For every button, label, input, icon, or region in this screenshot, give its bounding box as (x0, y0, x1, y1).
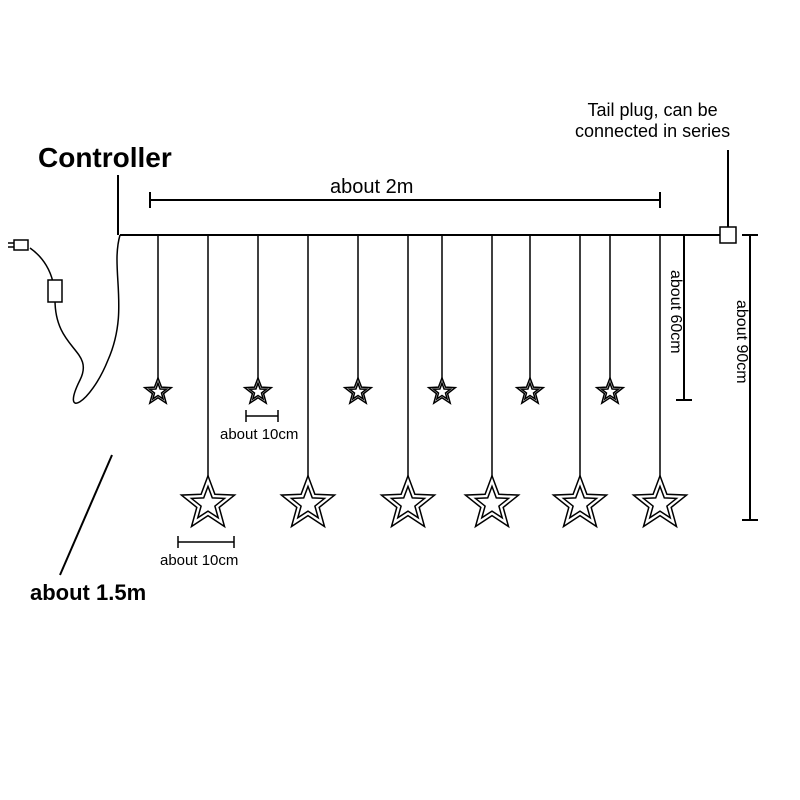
large-star-dim-label: about 10cm (160, 552, 238, 569)
controller-label: Controller (38, 142, 172, 174)
large-star-3 (465, 476, 518, 527)
large-star-2 (381, 476, 434, 527)
height-60cm-label: about 60cm (666, 270, 684, 354)
large-star-5 (633, 476, 686, 527)
cable-length-leader (60, 455, 112, 575)
power-plug-icon (14, 240, 28, 250)
height-90cm-label: about 90cm (732, 300, 750, 384)
large-star-1 (281, 476, 334, 527)
small-star-dim-label: about 10cm (220, 426, 298, 443)
cable-length-label: about 1.5m (30, 580, 146, 606)
large-star-0 (181, 476, 234, 527)
tail-plug-label: Tail plug, can be connected in series (575, 100, 730, 142)
large-star-4 (553, 476, 606, 527)
tail-plug-icon (720, 227, 736, 243)
power-cable (30, 235, 120, 403)
controller-box-icon (48, 280, 62, 302)
width-2m-label: about 2m (330, 176, 413, 199)
